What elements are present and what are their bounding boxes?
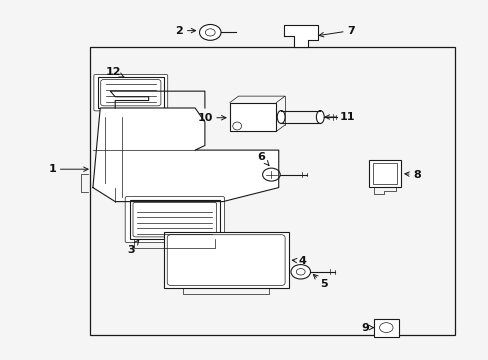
Bar [373, 319, 398, 337]
Text: 7: 7 [319, 26, 354, 37]
Polygon shape [283, 25, 317, 47]
Bar [90, 47, 454, 335]
Ellipse shape [316, 111, 324, 123]
Polygon shape [93, 108, 278, 202]
Text: 9: 9 [361, 323, 373, 333]
Text: 5: 5 [313, 274, 327, 289]
Text: 3: 3 [126, 240, 139, 255]
Ellipse shape [232, 122, 241, 130]
Text: 12: 12 [105, 67, 124, 77]
Ellipse shape [296, 269, 305, 275]
Text: 4: 4 [292, 256, 305, 266]
Text: 8: 8 [404, 170, 420, 180]
Text: 1: 1 [48, 164, 88, 174]
Text: 10: 10 [197, 113, 225, 123]
Ellipse shape [205, 29, 215, 36]
Bar [163, 232, 288, 288]
Text: 6: 6 [257, 152, 268, 165]
Ellipse shape [379, 323, 392, 333]
Text: 11: 11 [325, 112, 355, 122]
Ellipse shape [262, 168, 280, 181]
Bar [98, 77, 163, 108]
Ellipse shape [199, 24, 221, 40]
FancyBboxPatch shape [125, 197, 224, 243]
Bar [372, 163, 396, 184]
Ellipse shape [290, 265, 310, 279]
Bar [229, 103, 276, 131]
Text: 2: 2 [175, 26, 195, 36]
Ellipse shape [277, 111, 285, 123]
FancyBboxPatch shape [94, 75, 167, 111]
Bar [368, 160, 400, 187]
Bar [129, 200, 220, 239]
